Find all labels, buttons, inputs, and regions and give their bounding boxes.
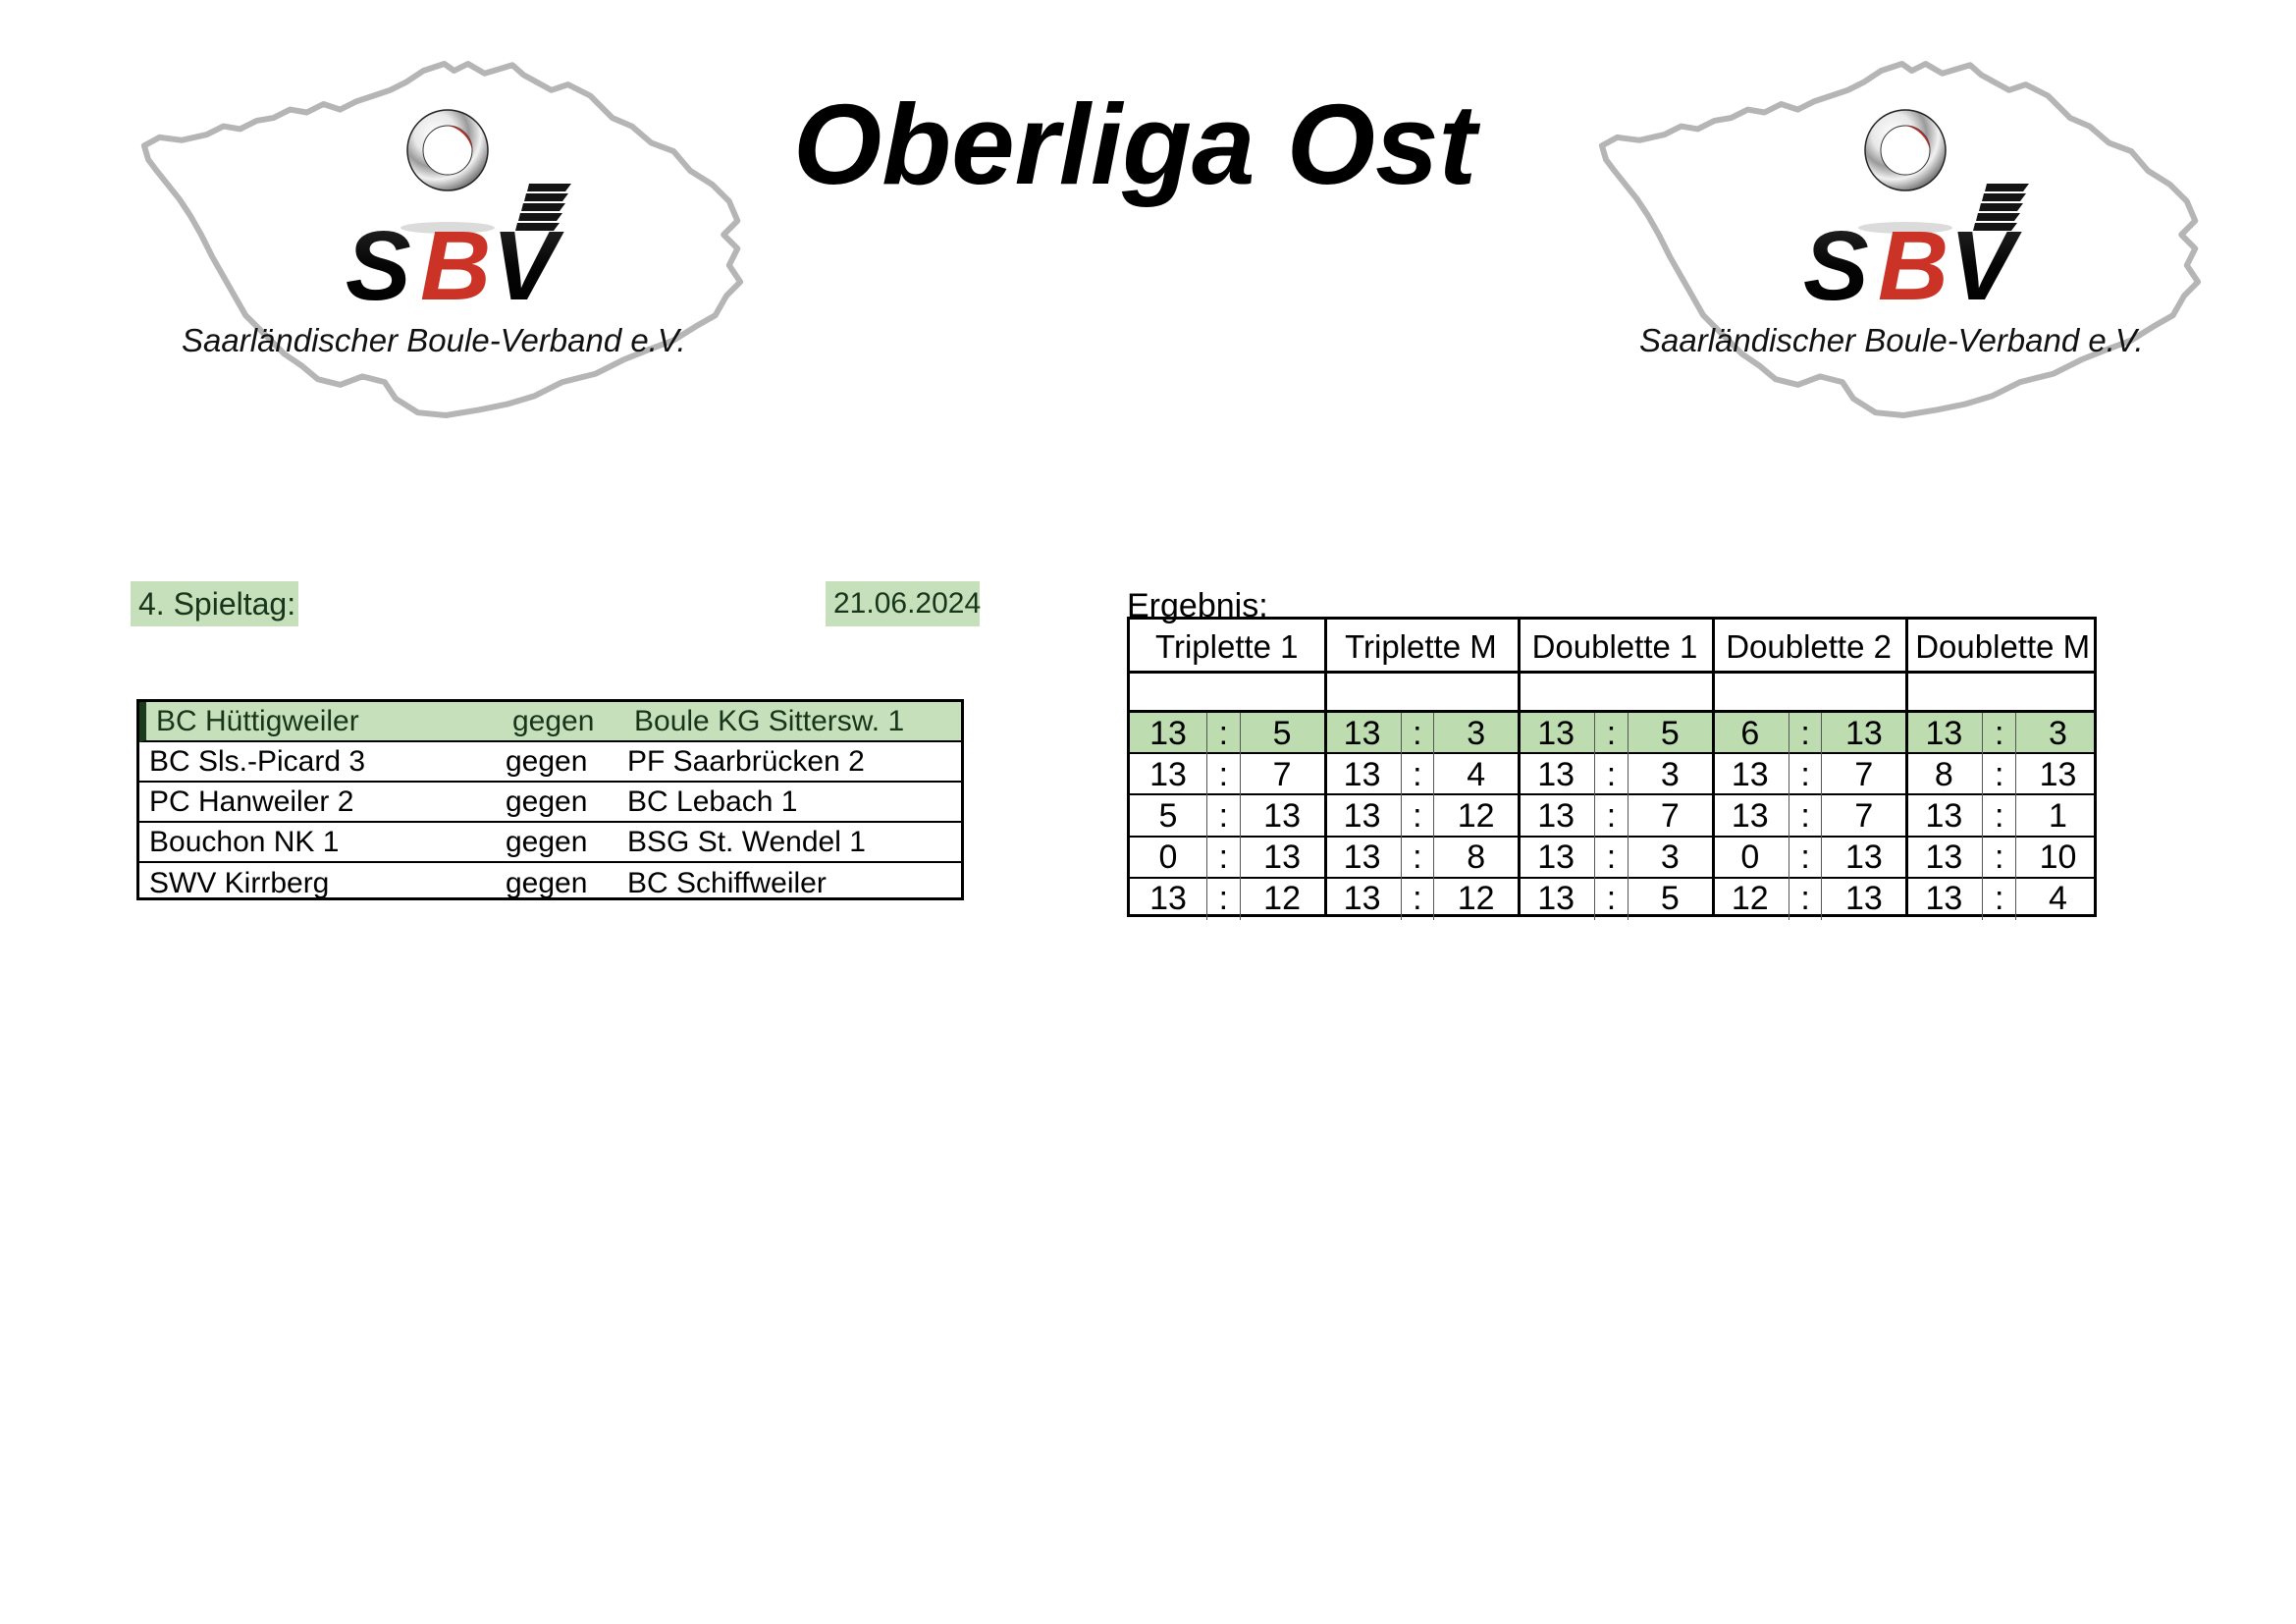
svg-text:S: S — [346, 211, 410, 321]
svg-text:Saarländischer Boule-Verband e: Saarländischer Boule-Verband e.V. — [1639, 322, 2144, 358]
svg-text:B: B — [1878, 211, 1946, 321]
svg-text:S: S — [1803, 211, 1868, 321]
svg-text:B: B — [420, 211, 488, 321]
svg-text:Saarländischer Boule-Verband e: Saarländischer Boule-Verband e.V. — [182, 322, 686, 358]
